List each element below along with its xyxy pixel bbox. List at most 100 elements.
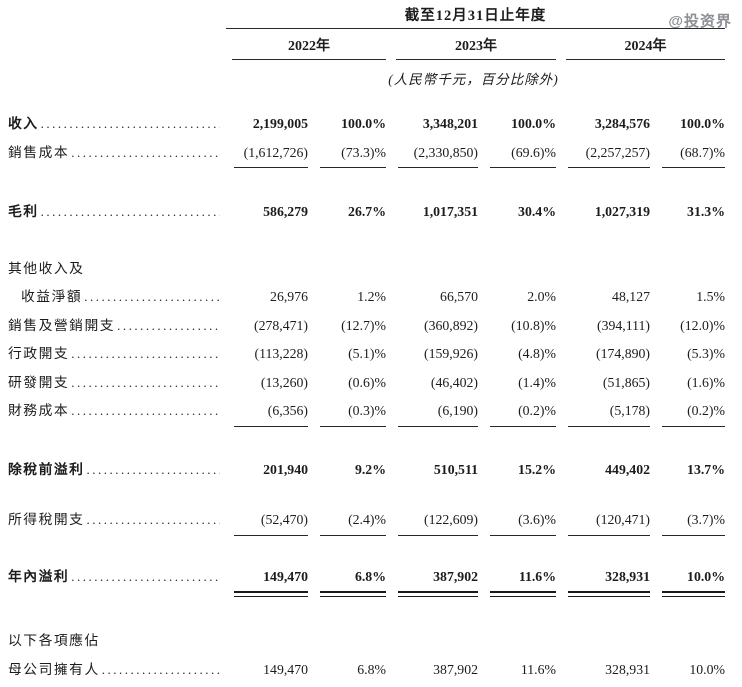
double-rule xyxy=(8,591,742,601)
table-header-period: 截至12月31日止年度 xyxy=(8,4,742,29)
table-row-revenue: 收入 2,199,005 100.0% 3,348,201 100.0% 3,2… xyxy=(8,110,742,139)
row-label: 所得稅開支 xyxy=(8,506,222,535)
row-label-text: 研發開支 xyxy=(8,374,70,390)
percent-2024: (5.3)% xyxy=(687,346,725,361)
dot-leader xyxy=(84,283,220,312)
percent-2023: (3.6)% xyxy=(518,512,556,527)
amount-2023: (6,190) xyxy=(437,403,478,418)
row-label-text: 母公司擁有人 xyxy=(8,661,100,677)
single-rule xyxy=(8,167,742,172)
dot-leader xyxy=(86,456,220,485)
table-row-rd-expenses: 研發開支 (13,260) (0.6)% (46,402) (1.4)% (51… xyxy=(8,369,742,398)
table-header-years: 2022年 2023年 2024年 xyxy=(8,29,742,60)
row-label: 行政開支 xyxy=(8,340,222,369)
percent-2022: (0.6)% xyxy=(348,374,386,390)
amount-2023: 1,017,351 xyxy=(422,204,478,219)
spacer xyxy=(8,227,742,255)
table-row-admin-expenses: 行政開支 (113,228) (5.1)% (159,926) (4.8)% (… xyxy=(8,340,742,369)
row-label-text: 銷售及營銷開支 xyxy=(8,317,116,333)
percent-2022: 9.2% xyxy=(354,461,386,477)
percent-2023: 11.6% xyxy=(518,568,556,584)
amount-2023: 66,570 xyxy=(440,289,478,304)
percent-2024: 10.0% xyxy=(689,661,725,677)
row-label-text: 毛利 xyxy=(8,204,39,219)
unit-note: (人民幣千元，百分比除外) xyxy=(388,72,559,87)
row-label: 母公司擁有人 xyxy=(8,656,222,685)
percent-2022: (5.1)% xyxy=(348,346,386,361)
row-label-text: 除稅前溢利 xyxy=(8,461,85,477)
percent-2024: 10.0% xyxy=(687,568,725,584)
year-column-2022: 2022年 xyxy=(232,29,386,60)
row-label: 除稅前溢利 xyxy=(8,456,222,485)
row-label-text: 收益淨額 xyxy=(21,289,83,304)
amount-2022: (1,612,726) xyxy=(243,144,308,160)
row-label-text: 收入 xyxy=(8,116,39,131)
spacer xyxy=(8,88,742,110)
table-row-finance-costs: 財務成本 (6,356) (0.3)% (6,190) (0.2)% (5,17… xyxy=(8,397,742,426)
amount-2024: (5,178) xyxy=(609,403,650,418)
year-column-2024: 2024年 xyxy=(566,29,725,60)
row-label: 收入 xyxy=(8,110,222,139)
amount-2024: 328,931 xyxy=(605,568,650,584)
percent-2024: (68.7)% xyxy=(680,144,725,160)
amount-2024: (51,865) xyxy=(602,374,650,390)
table-row-other-income-line2: 收益淨額 26,976 1.2% 66,570 2.0% 48,127 1.5% xyxy=(8,283,742,312)
spacer xyxy=(8,540,742,563)
single-rule xyxy=(8,425,742,431)
row-label-text: 以下各項應佔 xyxy=(8,633,100,648)
dot-leader xyxy=(86,506,220,535)
amount-2024: 449,402 xyxy=(605,461,650,477)
table-row-income-tax: 所得稅開支 (52,470) (2.4)% (122,609) (3.6)% (… xyxy=(8,506,742,535)
amount-2022: (6,356) xyxy=(267,403,308,418)
percent-2023: (4.8)% xyxy=(518,346,556,361)
dot-leader xyxy=(102,656,220,685)
table-row-profit-for-year: 年內溢利 149,470 6.8% 387,902 11.6% 328,931 … xyxy=(8,563,742,592)
amount-2023: 387,902 xyxy=(433,661,478,677)
percent-2023: 30.4% xyxy=(518,204,556,219)
spacer xyxy=(8,172,742,198)
row-label-text: 其他收入及 xyxy=(8,260,85,276)
percent-2022: (2.4)% xyxy=(348,512,386,527)
amount-2023: 510,511 xyxy=(433,461,478,477)
amount-2023: (2,330,850) xyxy=(413,144,478,160)
table-row-other-income-line1: 其他收入及 xyxy=(8,255,742,284)
row-label: 收益淨額 xyxy=(8,283,222,312)
amount-2022: (13,260) xyxy=(260,374,308,390)
percent-2024: 31.3% xyxy=(687,204,725,219)
percent-2023: (0.2)% xyxy=(518,403,556,418)
row-label: 以下各項應佔 xyxy=(8,627,725,656)
amount-2022: (113,228) xyxy=(254,346,308,361)
dot-leader xyxy=(71,397,220,426)
row-label: 銷售成本 xyxy=(8,139,222,168)
amount-2024: 1,027,319 xyxy=(594,204,650,219)
amount-2024: 48,127 xyxy=(612,289,650,304)
percent-2024: (12.0)% xyxy=(680,317,725,333)
row-label: 其他收入及 xyxy=(8,255,725,284)
spacer xyxy=(8,601,742,627)
percent-2022: 1.2% xyxy=(357,289,386,304)
amount-2023: (159,926) xyxy=(423,346,478,361)
amount-2022: 149,470 xyxy=(263,568,308,584)
year-column-2023: 2023年 xyxy=(396,29,556,60)
percent-2022: 100.0% xyxy=(341,116,386,131)
dot-leader xyxy=(117,312,220,341)
percent-2023: (10.8)% xyxy=(511,317,556,333)
percent-2022: 6.8% xyxy=(354,568,386,584)
table-row-gross-profit: 毛利 586,279 26.7% 1,017,351 30.4% 1,027,3… xyxy=(8,198,742,227)
table-row-profit-before-tax: 除稅前溢利 201,940 9.2% 510,511 15.2% 449,402… xyxy=(8,456,742,485)
percent-2023: 11.6% xyxy=(520,661,556,677)
amount-2024: 328,931 xyxy=(605,661,650,677)
percent-2024: (3.7)% xyxy=(687,512,725,527)
dot-leader xyxy=(71,563,220,592)
table-header-unit: (人民幣千元，百分比除外) xyxy=(8,60,742,88)
table-row-owners-of-parent: 母公司擁有人 149,470 6.8% 387,902 11.6% 328,93… xyxy=(8,656,742,685)
percent-2022: 6.8% xyxy=(357,661,386,677)
amount-2023: 3,348,201 xyxy=(422,116,478,131)
percent-2023: 15.2% xyxy=(518,461,556,477)
row-label-text: 行政開支 xyxy=(8,346,70,361)
percent-2024: 13.7% xyxy=(687,461,725,477)
percent-2024: 1.5% xyxy=(696,289,725,304)
amount-2024: (174,890) xyxy=(595,346,650,361)
amount-2023: 387,902 xyxy=(433,568,478,584)
